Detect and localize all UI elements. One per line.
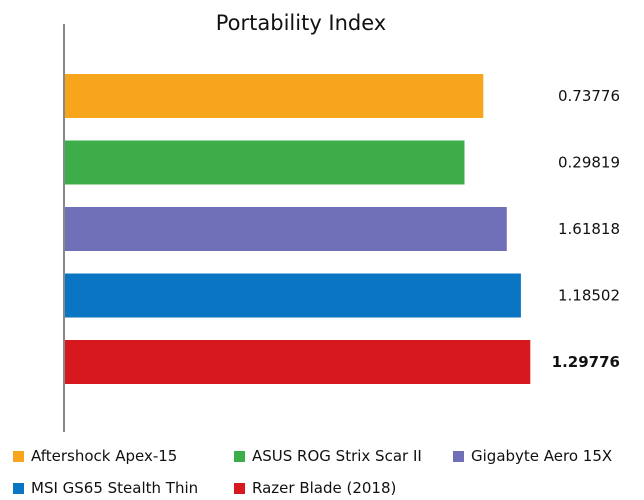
legend-item-razer-blade-2018[interactable]: Razer Blade (2018): [234, 479, 396, 497]
bar-gigabyte-aero-15x[interactable]: [65, 207, 507, 251]
legend-label: MSI GS65 Stealth Thin: [31, 479, 199, 497]
legend-swatch: [234, 450, 245, 462]
value-label-aftershock-apex-15: 0.73776: [558, 87, 620, 105]
legend-item-asus-rog-strix-scar-ii[interactable]: ASUS ROG Strix Scar II: [234, 447, 422, 465]
bar-razer-blade-2018[interactable]: [65, 340, 531, 384]
value-labels-group: 0.73776 0.29819 1.61818 1.18502 1.29776: [552, 87, 620, 371]
legend-swatch: [13, 482, 24, 494]
bar-aftershock-apex-15[interactable]: [65, 74, 484, 118]
legend-item-gigabyte-aero-15x[interactable]: Gigabyte Aero 15X: [453, 447, 612, 465]
value-label-gigabyte-aero-15x: 1.61818: [558, 220, 620, 238]
value-label-razer-blade-2018: 1.29776: [552, 353, 620, 371]
value-label-msi-gs65-stealth-thin: 1.18502: [558, 287, 620, 305]
legend-swatch: [234, 482, 245, 494]
legend-item-aftershock-apex-15[interactable]: Aftershock Apex-15: [13, 447, 177, 465]
legend-item-msi-gs65-stealth-thin[interactable]: MSI GS65 Stealth Thin: [13, 479, 198, 497]
legend-swatch: [13, 450, 24, 462]
legend-label: Razer Blade (2018): [252, 479, 397, 497]
chart-title: Portability Index: [216, 11, 386, 35]
legend-label: ASUS ROG Strix Scar II: [252, 447, 422, 465]
bar-msi-gs65-stealth-thin[interactable]: [65, 273, 521, 318]
bar-asus-rog-strix-scar-ii[interactable]: [65, 140, 465, 185]
legend-swatch: [453, 450, 464, 462]
bars-group: [65, 74, 531, 384]
value-label-asus-rog-strix-scar-ii: 0.29819: [558, 154, 620, 172]
legend-label: Aftershock Apex-15: [31, 447, 178, 465]
legend-label: Gigabyte Aero 15X: [471, 447, 613, 465]
